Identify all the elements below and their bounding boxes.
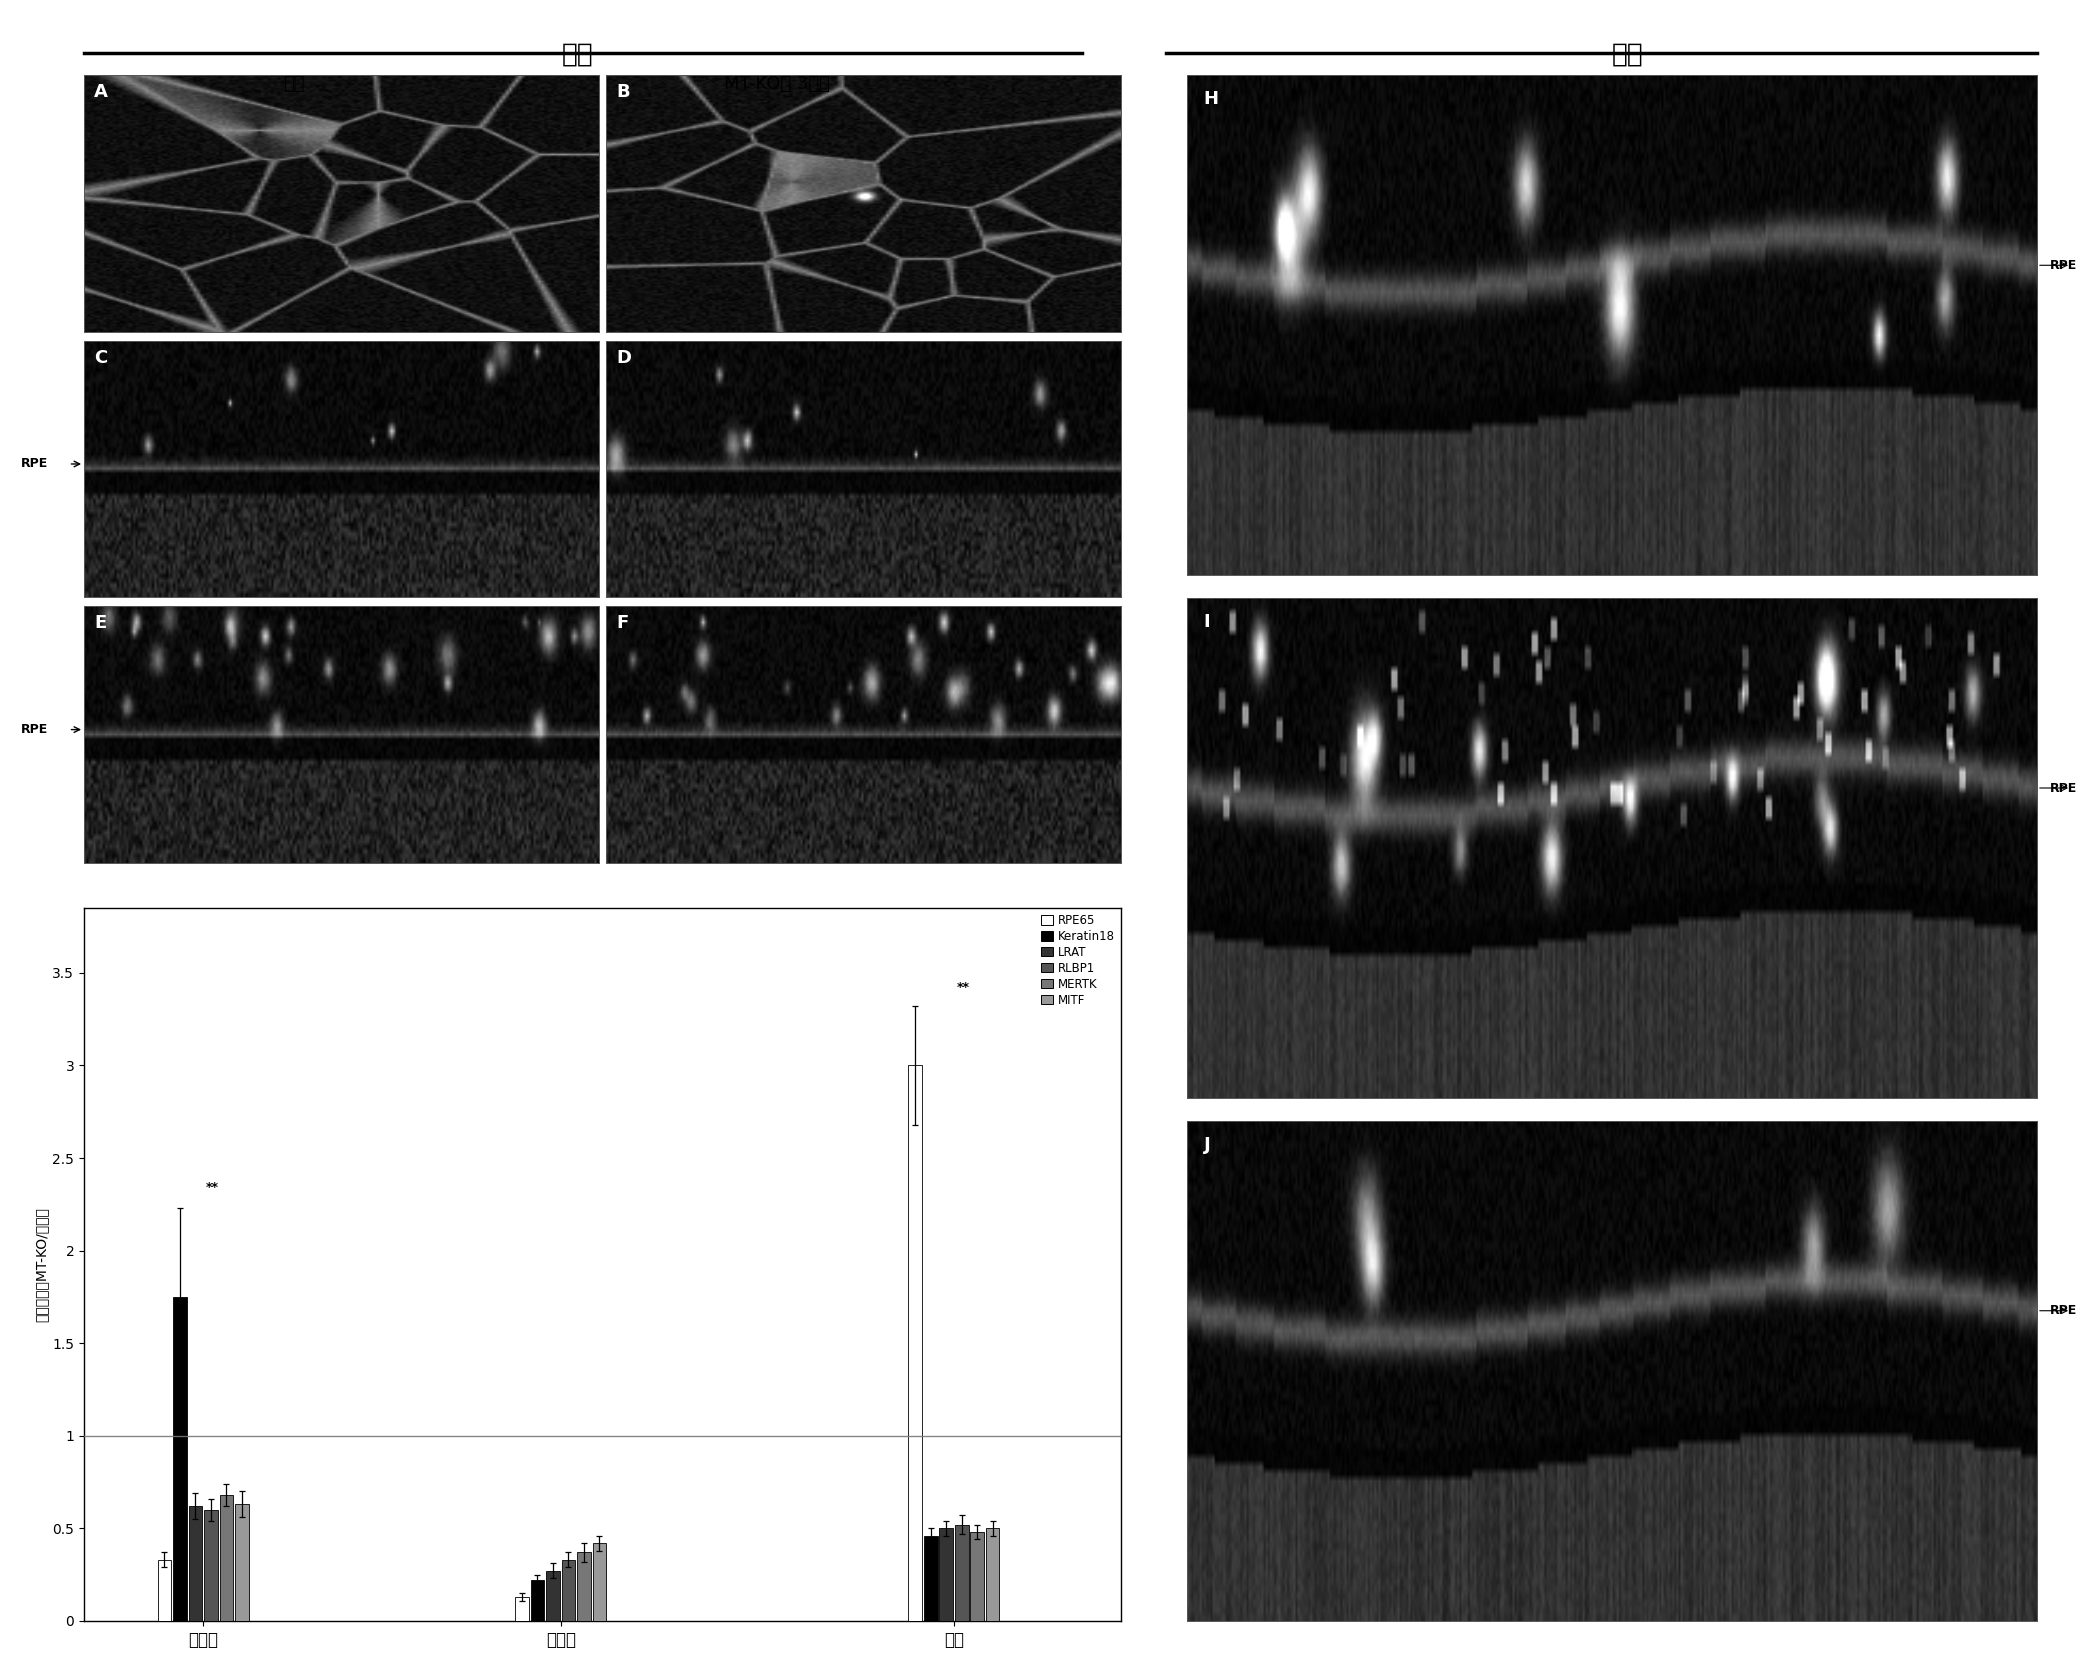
Text: MT-KO鼠 3个月: MT-KO鼠 3个月	[724, 75, 830, 94]
Bar	[909, 1066, 922, 1621]
Text: 早期: 早期	[561, 42, 594, 69]
Text: D: D	[617, 349, 632, 366]
Bar	[592, 1542, 607, 1621]
Bar	[158, 1559, 172, 1621]
Text: E: E	[94, 615, 107, 632]
Bar	[172, 1297, 187, 1621]
Legend: RPE65, Keratin18, LRAT, RLBP1, MERTK, MITF: RPE65, Keratin18, LRAT, RLBP1, MERTK, MI…	[1042, 914, 1115, 1006]
Text: RPE: RPE	[2050, 1305, 2077, 1317]
Text: H: H	[1203, 90, 1218, 109]
Text: C: C	[94, 349, 107, 366]
Text: **: **	[958, 981, 970, 994]
Text: J: J	[1203, 1136, 1210, 1153]
Bar	[204, 1511, 218, 1621]
Bar	[189, 1506, 202, 1621]
Text: 对照: 对照	[284, 75, 304, 94]
Bar	[578, 1552, 590, 1621]
Text: RPE: RPE	[2050, 259, 2077, 272]
Bar	[970, 1532, 985, 1621]
Bar	[924, 1536, 937, 1621]
Text: 晚期: 晚期	[1611, 42, 1644, 69]
Text: I: I	[1203, 613, 1210, 632]
Text: B: B	[617, 84, 630, 100]
Text: RPE: RPE	[21, 458, 48, 471]
Bar	[531, 1581, 544, 1621]
Text: RPE: RPE	[2050, 782, 2077, 794]
Text: A: A	[94, 84, 109, 100]
Bar	[220, 1496, 233, 1621]
Y-axis label: 蛋白表达（MT-KO/对照）: 蛋白表达（MT-KO/对照）	[34, 1206, 48, 1322]
Bar	[546, 1571, 561, 1621]
Text: RPE: RPE	[21, 724, 48, 737]
Bar	[235, 1504, 248, 1621]
Bar	[956, 1524, 968, 1621]
Bar	[939, 1529, 953, 1621]
Bar	[561, 1559, 575, 1621]
Bar	[514, 1597, 529, 1621]
Bar	[985, 1529, 1000, 1621]
Text: **: **	[206, 1181, 218, 1195]
Text: F: F	[617, 615, 628, 632]
